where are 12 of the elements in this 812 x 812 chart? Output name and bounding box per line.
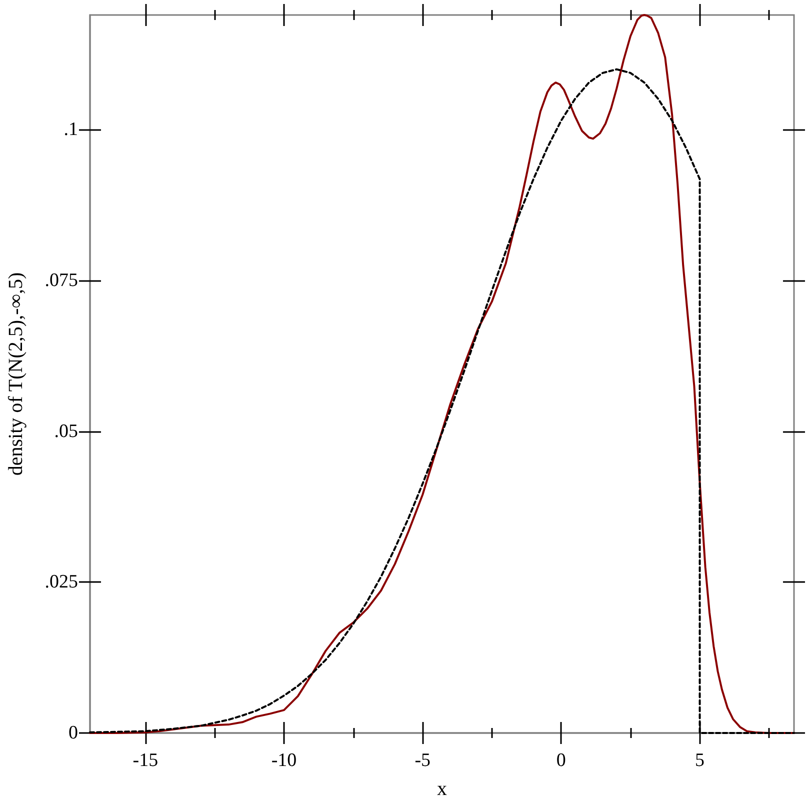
y-tick-label: .025 [44, 572, 78, 593]
x-tick-label: -5 [414, 750, 431, 771]
x-axis-title: x [437, 778, 447, 800]
y-axis-title: density of T(N(2,5),-∞,5) [5, 272, 27, 476]
y-tick-label: .1 [64, 119, 78, 140]
x-tick-label: -15 [132, 750, 158, 771]
x-tick-label: 0 [556, 750, 566, 771]
y-tick-label: .05 [54, 420, 78, 442]
x-tick-label: 5 [695, 750, 705, 771]
x-tick-label: -10 [271, 750, 297, 771]
y-tick-label: 0 [68, 722, 78, 744]
y-tick-label: .075 [44, 270, 78, 291]
